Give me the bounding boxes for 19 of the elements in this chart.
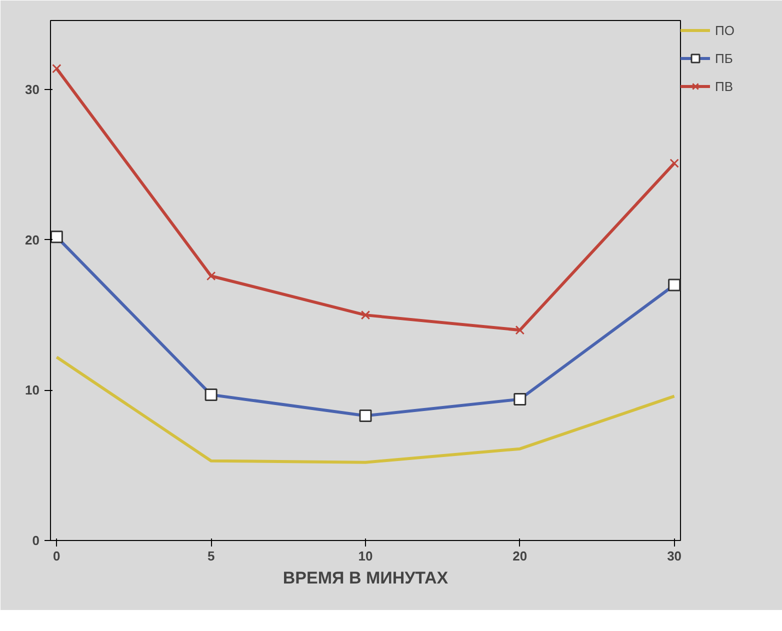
- legend-label: ПБ: [715, 50, 734, 66]
- x-axis-title: ВРЕМЯ В МИНУТАХ: [282, 568, 449, 588]
- legend-label: ПВ: [715, 78, 734, 94]
- point: [670, 158, 679, 168]
- x-tick-label: 10: [358, 548, 373, 564]
- line-series: [55, 356, 676, 464]
- point: [52, 64, 62, 74]
- point: [515, 325, 525, 335]
- point: [206, 271, 216, 281]
- x-tick-label: 5: [207, 548, 215, 564]
- y-tick-label: 30: [25, 82, 40, 98]
- y-tick-label: 0: [32, 533, 40, 548]
- x-tick-label: 20: [512, 548, 528, 564]
- point: [360, 310, 370, 320]
- y-tick-label: 10: [25, 382, 40, 398]
- legend-label: ПО: [715, 22, 735, 38]
- y-tick-label: 20: [25, 232, 40, 248]
- x-tick-label: 0: [53, 548, 60, 564]
- x-tick-label: 30: [667, 548, 682, 564]
